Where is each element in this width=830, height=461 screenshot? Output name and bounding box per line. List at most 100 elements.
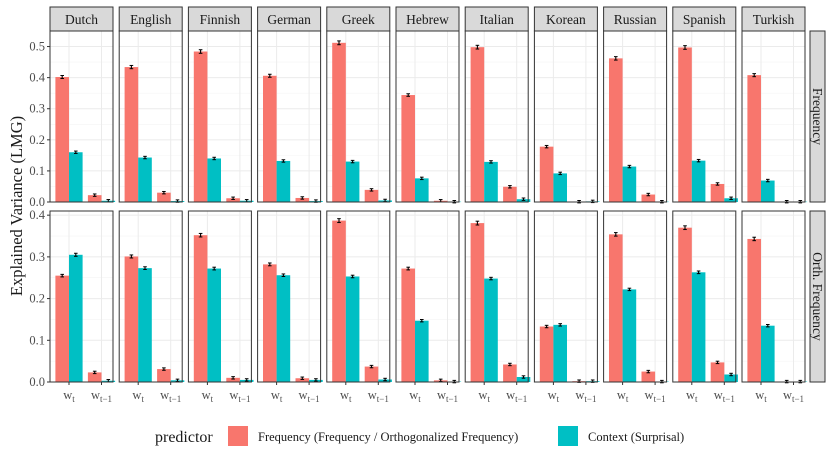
panel-border: [395, 210, 460, 383]
legend-label-frequency: Frequency (Frequency / Orthogonalized Fr…: [258, 430, 518, 444]
y-tick-label: 0.0: [29, 195, 45, 209]
panel-border: [118, 30, 183, 203]
bar-frequency-greek-frequency-w_t-1: [364, 189, 379, 202]
bar-frequency-dutch-frequency-w_t-1: [87, 195, 102, 202]
bar-context-dutch-frequency-w_t: [69, 152, 83, 202]
x-tick-label: wt−1: [714, 388, 735, 404]
bar-frequency-korean-orth-frequency-w_t: [539, 326, 554, 382]
panel-border: [672, 30, 737, 203]
bar-context-spanish-orth-frequency-w_t-1: [724, 374, 738, 382]
x-tick-label: wt−1: [229, 388, 250, 404]
bar-frequency-german-orth-frequency-w_t: [263, 264, 277, 382]
bar-frequency-italian-frequency-w_t-1: [503, 186, 517, 202]
panel-border: [118, 210, 183, 383]
strip-label-greek: Greek: [342, 12, 375, 27]
y-tick-label: 0.3: [29, 250, 45, 264]
strip-label-russian: Russian: [614, 12, 657, 27]
x-tick-label: wt: [478, 388, 490, 404]
bar-context-turkish-orth-frequency-w_t: [761, 325, 775, 382]
x-tick-label: wt−1: [91, 388, 112, 404]
panel-italian-orth-frequency: [464, 210, 531, 383]
bar-frequency-turkish-orth-frequency-w_t: [747, 238, 761, 382]
bar-context-spanish-frequency-w_t: [691, 160, 706, 202]
x-tick-label: wt: [548, 388, 560, 404]
bar-frequency-korean-frequency-w_t: [539, 146, 554, 202]
bar-frequency-italian-orth-frequency-w_t-1: [503, 364, 517, 382]
strip-label-spanish: Spanish: [683, 12, 726, 27]
panel-border: [464, 30, 529, 203]
bar-frequency-english-frequency-w_t-1: [157, 192, 171, 202]
panel-finnish-frequency: [187, 30, 254, 203]
strip-korean: [533, 6, 598, 32]
bar-context-hebrew-frequency-w_t: [415, 178, 429, 202]
panel-german-frequency: [257, 30, 323, 203]
bar-frequency-hebrew-orth-frequency-w_t: [401, 268, 415, 382]
panel-hebrew-frequency: [395, 30, 462, 204]
panel-border: [395, 30, 460, 203]
bar-context-korean-frequency-w_t: [553, 173, 567, 202]
panel-korean-frequency: [533, 30, 600, 204]
bar-frequency-english-orth-frequency-w_t: [124, 256, 139, 382]
bar-context-russian-frequency-w_t: [622, 166, 637, 202]
x-tick-label: wt−1: [645, 388, 666, 404]
strip-dutch: [49, 6, 114, 32]
strip-label-turkish: Turkish: [753, 12, 795, 27]
strip-label-english: English: [130, 12, 172, 27]
bar-frequency-italian-orth-frequency-w_t: [470, 223, 485, 382]
x-tick-label: wt: [340, 388, 352, 404]
panel-border: [257, 30, 322, 203]
bar-frequency-russian-frequency-w_t: [609, 58, 623, 202]
panel-border: [741, 210, 806, 383]
x-tick-label: wt: [686, 388, 698, 404]
panel-dutch-orth-frequency: [49, 210, 116, 383]
strip-label-dutch: Dutch: [65, 12, 98, 27]
bar-frequency-greek-orth-frequency-w_t: [332, 220, 346, 382]
strip-english: [118, 6, 183, 32]
bar-context-spanish-frequency-w_t-1: [724, 198, 738, 202]
panel-border: [603, 30, 668, 203]
bar-frequency-spanish-frequency-w_t-1: [710, 183, 725, 202]
panel-border: [49, 210, 114, 383]
panel-border: [533, 30, 598, 203]
x-tick-label: wt: [63, 388, 75, 404]
y-tick-label: 0.4: [29, 208, 45, 222]
strip-label-hebrew: Hebrew: [406, 12, 449, 27]
bar-context-russian-orth-frequency-w_t: [622, 289, 637, 382]
bar-frequency-dutch-orth-frequency-w_t-1: [87, 372, 102, 382]
x-tick-label: wt: [202, 388, 214, 404]
bar-frequency-spanish-frequency-w_t: [678, 47, 692, 202]
x-tick-label: wt−1: [575, 388, 596, 404]
x-tick-label: wt−1: [368, 388, 389, 404]
bar-context-english-orth-frequency-w_t: [138, 268, 152, 382]
strip-spanish: [672, 6, 737, 32]
bar-context-turkish-frequency-w_t: [761, 180, 775, 202]
panel-border: [187, 210, 252, 383]
bar-frequency-spanish-orth-frequency-w_t: [678, 227, 692, 382]
bar-context-finnish-frequency-w_t: [207, 158, 221, 202]
panel-turkish-frequency: [741, 30, 808, 204]
bar-context-finnish-orth-frequency-w_t: [207, 268, 221, 382]
row-strip-frequency: [809, 30, 826, 203]
bar-frequency-russian-orth-frequency-w_t-1: [641, 371, 656, 382]
bar-context-italian-orth-frequency-w_t-1: [516, 376, 531, 382]
bar-frequency-dutch-orth-frequency-w_t: [55, 275, 69, 382]
panel-border: [672, 210, 737, 383]
bar-frequency-finnish-frequency-w_t: [193, 51, 208, 202]
bar-frequency-german-frequency-w_t-1: [295, 197, 310, 202]
x-tick-label: wt−1: [437, 388, 458, 404]
panel-border: [326, 210, 391, 383]
bar-frequency-german-frequency-w_t: [263, 75, 277, 202]
strip-russian: [603, 6, 668, 32]
panel-italian-frequency: [464, 30, 531, 203]
y-tick-label: 0.0: [29, 375, 45, 389]
bar-frequency-german-orth-frequency-w_t-1: [295, 378, 310, 382]
panel-hebrew-orth-frequency: [395, 210, 462, 384]
panel-border: [603, 210, 668, 383]
bar-frequency-russian-frequency-w_t-1: [641, 194, 656, 202]
bar-context-german-frequency-w_t: [276, 160, 291, 202]
panel-english-frequency: [118, 30, 185, 203]
bar-frequency-dutch-frequency-w_t: [55, 77, 69, 202]
bar-context-italian-frequency-w_t: [484, 161, 498, 202]
bar-context-greek-frequency-w_t: [345, 161, 360, 202]
